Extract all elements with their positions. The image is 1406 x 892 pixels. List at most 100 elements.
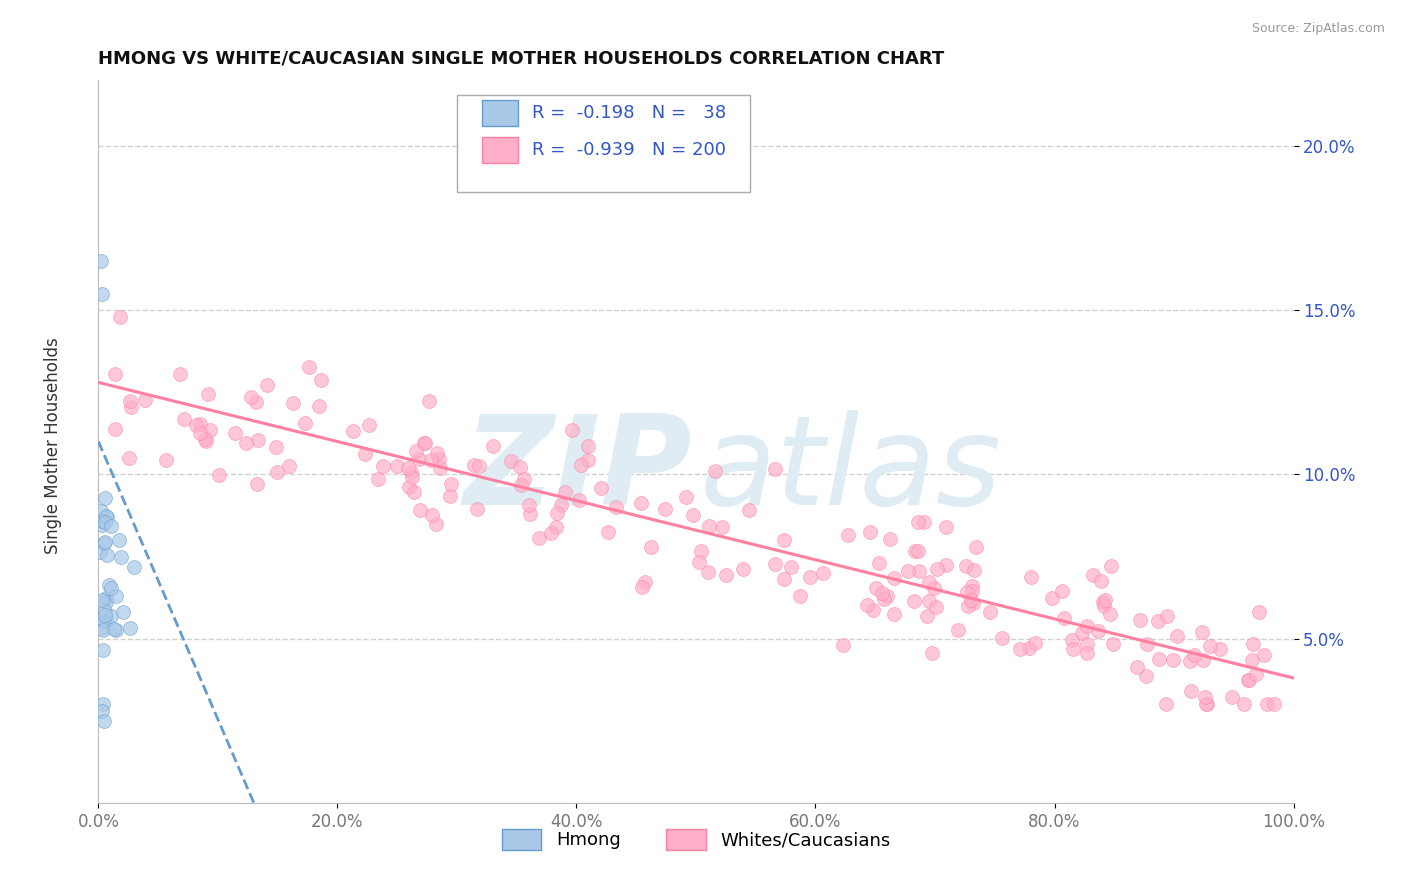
Point bbox=[412, 436, 434, 450]
Point bbox=[654, 502, 676, 516]
Point bbox=[1180, 684, 1202, 698]
Point bbox=[425, 517, 447, 532]
Point bbox=[246, 477, 269, 491]
Point bbox=[90, 504, 112, 518]
Point bbox=[509, 460, 531, 475]
Point bbox=[112, 605, 135, 619]
Point bbox=[1178, 654, 1201, 668]
Point bbox=[990, 631, 1012, 645]
Text: R =  -0.939   N = 200: R = -0.939 N = 200 bbox=[533, 141, 727, 160]
Point bbox=[1062, 642, 1084, 657]
Point bbox=[870, 586, 893, 600]
Point bbox=[697, 565, 720, 579]
Point bbox=[921, 646, 943, 660]
Point bbox=[640, 540, 662, 554]
Point bbox=[118, 393, 141, 408]
Point bbox=[935, 558, 957, 572]
Point bbox=[91, 623, 114, 637]
Point bbox=[399, 466, 422, 480]
Point bbox=[912, 515, 935, 529]
Point bbox=[90, 621, 112, 635]
Point bbox=[91, 514, 114, 528]
Point bbox=[876, 589, 898, 603]
Point bbox=[281, 395, 304, 409]
Point bbox=[1222, 690, 1244, 705]
Point bbox=[596, 525, 619, 540]
Text: HMONG VS WHITE/CAUCASIAN SINGLE MOTHER HOUSEHOLDS CORRELATION CHART: HMONG VS WHITE/CAUCASIAN SINGLE MOTHER H… bbox=[98, 50, 945, 68]
Point bbox=[544, 519, 567, 533]
Point bbox=[1166, 629, 1188, 643]
Point bbox=[118, 451, 141, 466]
FancyBboxPatch shape bbox=[482, 100, 517, 126]
Point bbox=[1094, 592, 1116, 607]
Point bbox=[1192, 653, 1215, 667]
Point bbox=[956, 585, 979, 599]
Point bbox=[631, 581, 654, 595]
Point bbox=[415, 435, 437, 450]
Point bbox=[186, 417, 208, 432]
Point bbox=[1076, 646, 1098, 660]
Point bbox=[427, 452, 450, 467]
Point bbox=[90, 253, 112, 268]
Point bbox=[100, 581, 122, 595]
Point bbox=[235, 436, 257, 450]
Point bbox=[93, 536, 115, 550]
Point bbox=[879, 533, 901, 547]
Point bbox=[195, 434, 218, 449]
Point bbox=[1024, 636, 1046, 650]
Point bbox=[96, 613, 118, 627]
Point bbox=[1247, 605, 1270, 619]
Point bbox=[224, 426, 246, 441]
Point bbox=[962, 579, 984, 593]
Point bbox=[100, 519, 122, 533]
Point bbox=[94, 508, 117, 523]
Point bbox=[554, 485, 576, 500]
Point bbox=[789, 590, 811, 604]
Point bbox=[197, 387, 219, 401]
Point bbox=[208, 468, 231, 483]
Point bbox=[108, 533, 131, 548]
Point bbox=[1147, 614, 1170, 628]
Point bbox=[763, 461, 786, 475]
Point bbox=[630, 496, 652, 510]
Point bbox=[200, 423, 222, 437]
FancyBboxPatch shape bbox=[482, 137, 517, 163]
Point bbox=[93, 714, 115, 728]
Point bbox=[907, 544, 929, 558]
Point bbox=[190, 417, 212, 431]
Point bbox=[465, 502, 488, 516]
Point bbox=[155, 453, 177, 467]
Point bbox=[409, 503, 432, 517]
Point bbox=[94, 607, 117, 622]
Point bbox=[108, 310, 131, 324]
Point bbox=[342, 424, 364, 438]
Point bbox=[1194, 698, 1216, 712]
Point bbox=[94, 491, 117, 505]
Point bbox=[357, 417, 380, 432]
Point bbox=[298, 359, 321, 374]
Point bbox=[1092, 599, 1115, 614]
Point bbox=[371, 459, 394, 474]
Point bbox=[440, 476, 463, 491]
Point bbox=[955, 558, 977, 573]
Point bbox=[247, 433, 270, 447]
Point bbox=[1090, 574, 1112, 588]
Point bbox=[589, 481, 612, 495]
Point bbox=[1194, 690, 1216, 705]
Point bbox=[517, 498, 540, 512]
Point bbox=[1195, 698, 1218, 712]
Point bbox=[634, 574, 657, 589]
Point bbox=[1099, 558, 1122, 573]
Point bbox=[925, 600, 948, 615]
Point bbox=[94, 515, 117, 529]
Point bbox=[1237, 673, 1260, 687]
Point bbox=[550, 498, 572, 512]
Point bbox=[354, 447, 377, 461]
Point bbox=[962, 596, 984, 610]
Point bbox=[91, 517, 114, 532]
Point bbox=[1136, 636, 1159, 650]
Point bbox=[122, 560, 145, 574]
Point bbox=[94, 595, 117, 609]
Point bbox=[1091, 594, 1114, 608]
Point bbox=[1042, 591, 1064, 605]
